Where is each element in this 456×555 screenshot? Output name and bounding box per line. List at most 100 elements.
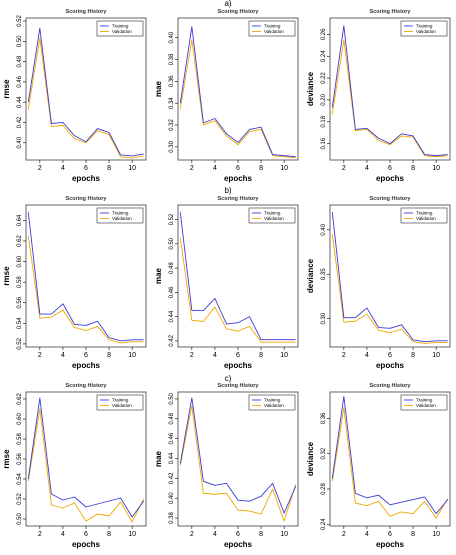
chart-svg: Scoring History 2 4 6 8 10 epochs 0.24 0.28 0.32 0… (306, 383, 451, 549)
y-tick-label: 0.46 (169, 432, 175, 444)
x-tick-label: 6 (84, 352, 88, 359)
y-axis-label: mae (154, 450, 163, 467)
series-line-validation (331, 39, 448, 158)
y-tick-label: 0.50 (169, 392, 175, 404)
x-tick-label: 10 (432, 531, 440, 538)
chart-svg: Scoring History 2 4 6 8 10 epochs 0.42 0.44 0.46 0… (154, 196, 299, 370)
x-axis-label: epochs (72, 361, 101, 370)
series-line-validation (27, 37, 144, 159)
x-tick-label: 4 (365, 531, 369, 538)
x-tick-label: 8 (411, 531, 415, 538)
x-tick-label: 10 (128, 165, 136, 172)
chart-panel-c-mae: Scoring History 2 4 6 8 10 epochs 0.38 0.40 0.42 0… (152, 378, 304, 550)
x-tick-label: 4 (213, 531, 217, 538)
x-tick-label: 8 (259, 165, 263, 172)
y-tick-label: 0.30 (169, 140, 175, 152)
chart-panel-a-rmse: Scoring History 2 4 6 8 10 epochs 0.40 0.42 0.44 0… (0, 4, 152, 184)
x-tick-label: 6 (84, 531, 88, 538)
legend-box (96, 394, 144, 411)
chart-svg: Scoring History 2 4 6 8 10 epochs 0.30 0.32 0.34 0… (154, 9, 299, 183)
x-tick-label: 2 (38, 531, 42, 538)
row-label-b: b) (224, 186, 232, 195)
y-tick-label: 0.58 (17, 276, 23, 288)
x-tick-label: 10 (432, 165, 440, 172)
plot-frame (177, 204, 299, 348)
legend-box (248, 394, 296, 411)
chart-title: Scoring History (370, 196, 412, 202)
x-tick-label: 10 (280, 352, 288, 359)
y-tick-label: 0.54 (17, 317, 23, 329)
series-line-validation (331, 407, 449, 519)
y-tick-label: 0.60 (17, 255, 23, 267)
x-tick-label: 4 (365, 165, 369, 172)
legend-box (96, 20, 144, 37)
chart-panel-c-rmse: Scoring History 2 4 6 8 10 epochs 0.50 0.52 0.54 0… (0, 378, 152, 550)
chart-svg: Scoring History 2 4 6 8 10 epochs 0.52 0.54 0.56 0… (2, 196, 147, 370)
plot-frame (177, 17, 299, 161)
legend-box (400, 394, 448, 411)
series-line-validation (27, 235, 144, 344)
x-tick-label: 6 (388, 165, 392, 172)
y-tick-label: 0.52 (17, 493, 23, 505)
x-tick-label: 2 (190, 352, 194, 359)
x-axis-label: epochs (376, 361, 405, 370)
x-tick-label: 4 (61, 352, 65, 359)
y-tick-label: 0.50 (169, 237, 175, 249)
chart-svg: Scoring History 2 4 6 8 10 epochs 0.38 0.40 0.42 0… (154, 383, 299, 549)
chart-title: Scoring History (66, 196, 108, 202)
chart-svg: Scoring History 2 4 6 8 10 epochs 0.16 0.18 0.20 0… (306, 9, 451, 183)
series-line-validation (27, 408, 145, 523)
x-tick-label: 6 (236, 165, 240, 172)
x-tick-label: 4 (213, 352, 217, 359)
legend-box (400, 207, 448, 224)
series-line-validation (179, 39, 296, 159)
series-line-validation (179, 237, 296, 343)
chart-panel-c-deviance: Scoring History 2 4 6 8 10 epochs 0.24 0.28 0.32 0… (304, 378, 456, 550)
chart-svg: Scoring History 2 4 6 8 10 epochs 0.40 0.42 0.44 0… (2, 9, 147, 183)
y-tick-label: 0.36 (321, 412, 327, 424)
x-axis-label: epochs (72, 540, 101, 549)
chart-svg: Scoring History 2 4 6 8 10 epochs 0.50 0.52 0.54 0… (2, 383, 147, 549)
chart-panel-b-mae: Scoring History 2 4 6 8 10 epochs 0.42 0.44 0.46 0… (152, 191, 304, 371)
legend-label-validation: Validation (112, 29, 132, 34)
legend-box (96, 207, 144, 224)
legend-box (248, 207, 296, 224)
y-tick-label: 0.40 (169, 492, 175, 504)
x-tick-label: 8 (411, 352, 415, 359)
legend-label-validation: Validation (112, 403, 132, 408)
plot-frame (329, 17, 451, 161)
y-tick-label: 0.52 (169, 213, 175, 225)
row-label-a: a) (224, 0, 232, 8)
y-tick-label: 0.26 (321, 28, 327, 40)
y-tick-label: 0.30 (321, 312, 327, 324)
legend-label-validation: Validation (416, 29, 436, 34)
legend-label-training: Training (112, 398, 129, 403)
x-tick-label: 6 (84, 165, 88, 172)
chart-panel-a-deviance: Scoring History 2 4 6 8 10 epochs 0.16 0.18 0.20 0… (304, 4, 456, 184)
y-axis-label: rmse (2, 449, 11, 469)
x-tick-label: 8 (107, 531, 111, 538)
y-tick-label: 0.32 (169, 119, 175, 131)
x-tick-label: 6 (236, 352, 240, 359)
y-tick-label: 0.58 (17, 433, 23, 445)
legend-label-training: Training (264, 24, 281, 29)
legend-label-training: Training (264, 211, 281, 216)
y-tick-label: 0.48 (169, 262, 175, 274)
legend-label-training: Training (416, 24, 433, 29)
chart-title: Scoring History (66, 9, 108, 15)
legend-label-validation: Validation (264, 29, 284, 34)
y-tick-label: 0.18 (321, 115, 327, 127)
x-axis-label: epochs (224, 361, 253, 370)
legend-box (248, 20, 296, 37)
y-tick-label: 0.20 (321, 93, 327, 105)
y-axis-label: rmse (2, 79, 11, 99)
y-tick-label: 0.42 (169, 334, 175, 346)
x-tick-label: 2 (190, 165, 194, 172)
y-tick-label: 0.24 (321, 518, 327, 530)
series-line-training (331, 25, 448, 157)
y-tick-label: 0.40 (321, 223, 327, 235)
y-tick-label: 0.42 (17, 116, 23, 128)
x-tick-label: 10 (280, 165, 288, 172)
y-axis-label: deviance (306, 71, 315, 106)
